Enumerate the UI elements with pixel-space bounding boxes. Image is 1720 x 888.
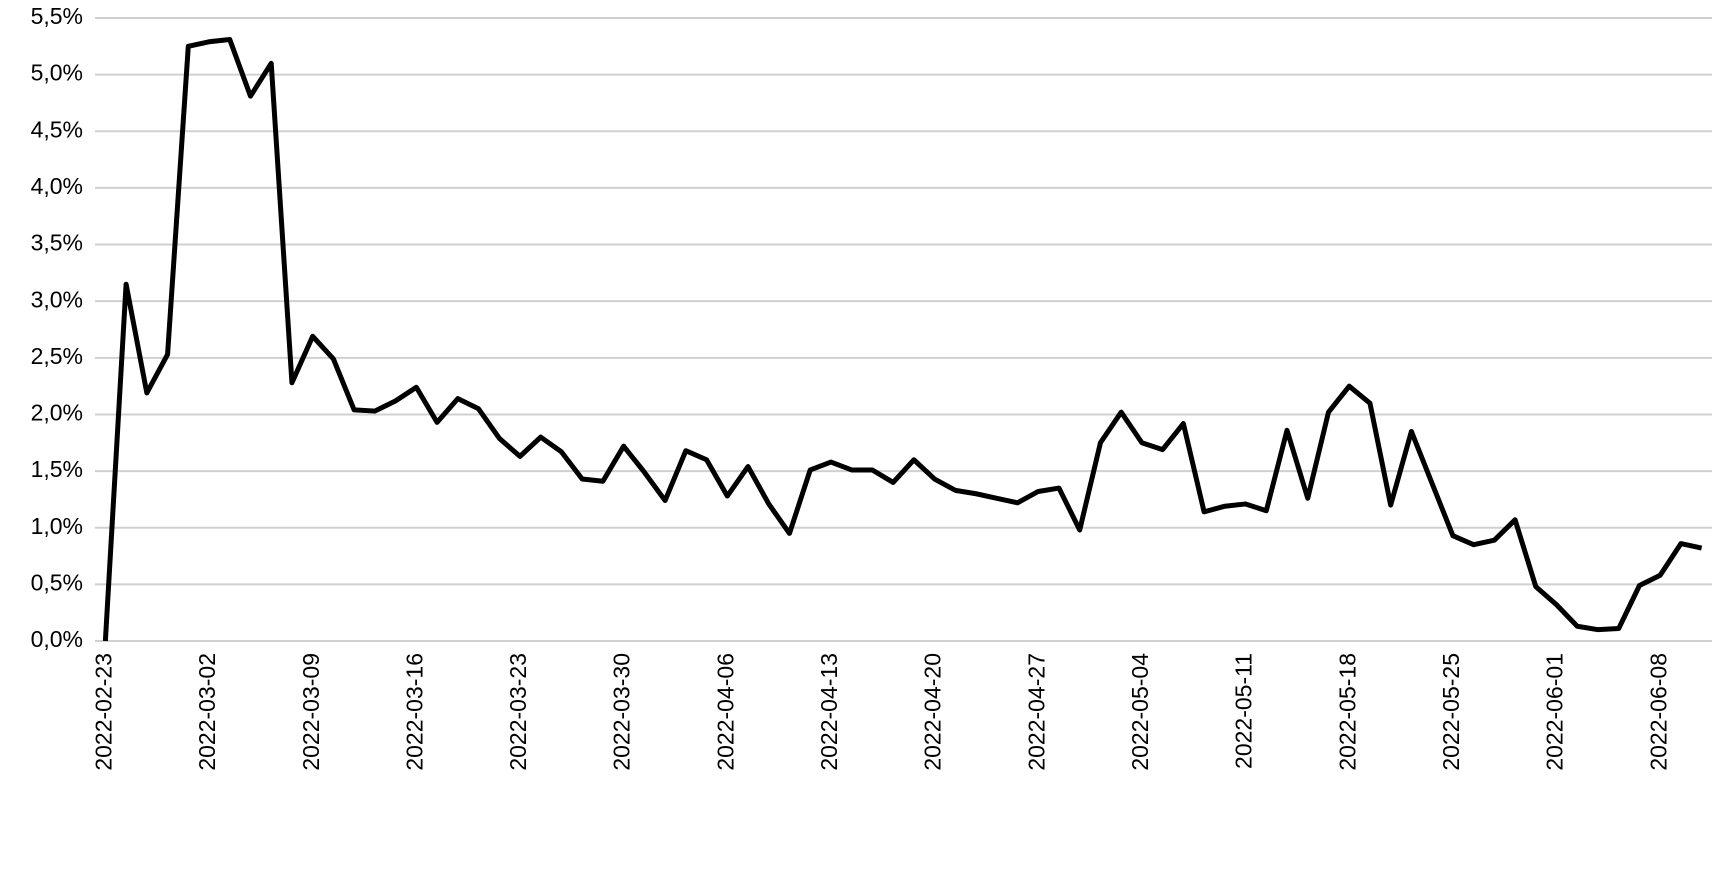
y-tick-label: 0,0%: [31, 626, 83, 652]
y-tick-label: 1,5%: [31, 456, 83, 482]
x-tick-label: 2022-04-13: [816, 653, 842, 771]
x-tick-label: 2022-03-16: [401, 653, 427, 771]
y-tick-label: 5,5%: [31, 3, 83, 29]
x-tick-label: 2022-03-09: [298, 653, 324, 771]
x-tick-label: 2022-03-02: [194, 653, 220, 771]
x-tick-label: 2022-05-18: [1334, 653, 1360, 771]
y-tick-label: 3,0%: [31, 286, 83, 312]
x-tick-label: 2022-06-01: [1542, 653, 1568, 771]
y-tick-label: 0,5%: [31, 569, 83, 595]
y-tick-label: 5,0%: [31, 60, 83, 86]
y-tick-label: 2,0%: [31, 400, 83, 426]
x-tick-label: 2022-05-25: [1438, 653, 1464, 771]
line: [102, 37, 1703, 642]
x-tick-label: 2022-04-20: [920, 653, 946, 771]
x-tick-label: 2022-04-27: [1023, 653, 1049, 771]
y-tick-label: 2,5%: [31, 343, 83, 369]
x-tick-label: 2022-02-23: [90, 653, 116, 771]
y-tick-label: 4,5%: [31, 116, 83, 142]
x-tick-label: 2022-03-30: [609, 653, 635, 771]
y-tick-label: 1,0%: [31, 513, 83, 539]
y-tick-label: 3,5%: [31, 230, 83, 256]
x-tick-label: 2022-04-06: [712, 653, 738, 771]
x-tick-label: 2022-03-23: [505, 653, 531, 771]
x-tick-label: 2022-05-11: [1231, 653, 1257, 769]
y-tick-label: 4,0%: [31, 173, 83, 199]
x-tick-label: 2022-06-08: [1645, 653, 1671, 771]
x-tick-label: 2022-05-04: [1127, 653, 1153, 771]
